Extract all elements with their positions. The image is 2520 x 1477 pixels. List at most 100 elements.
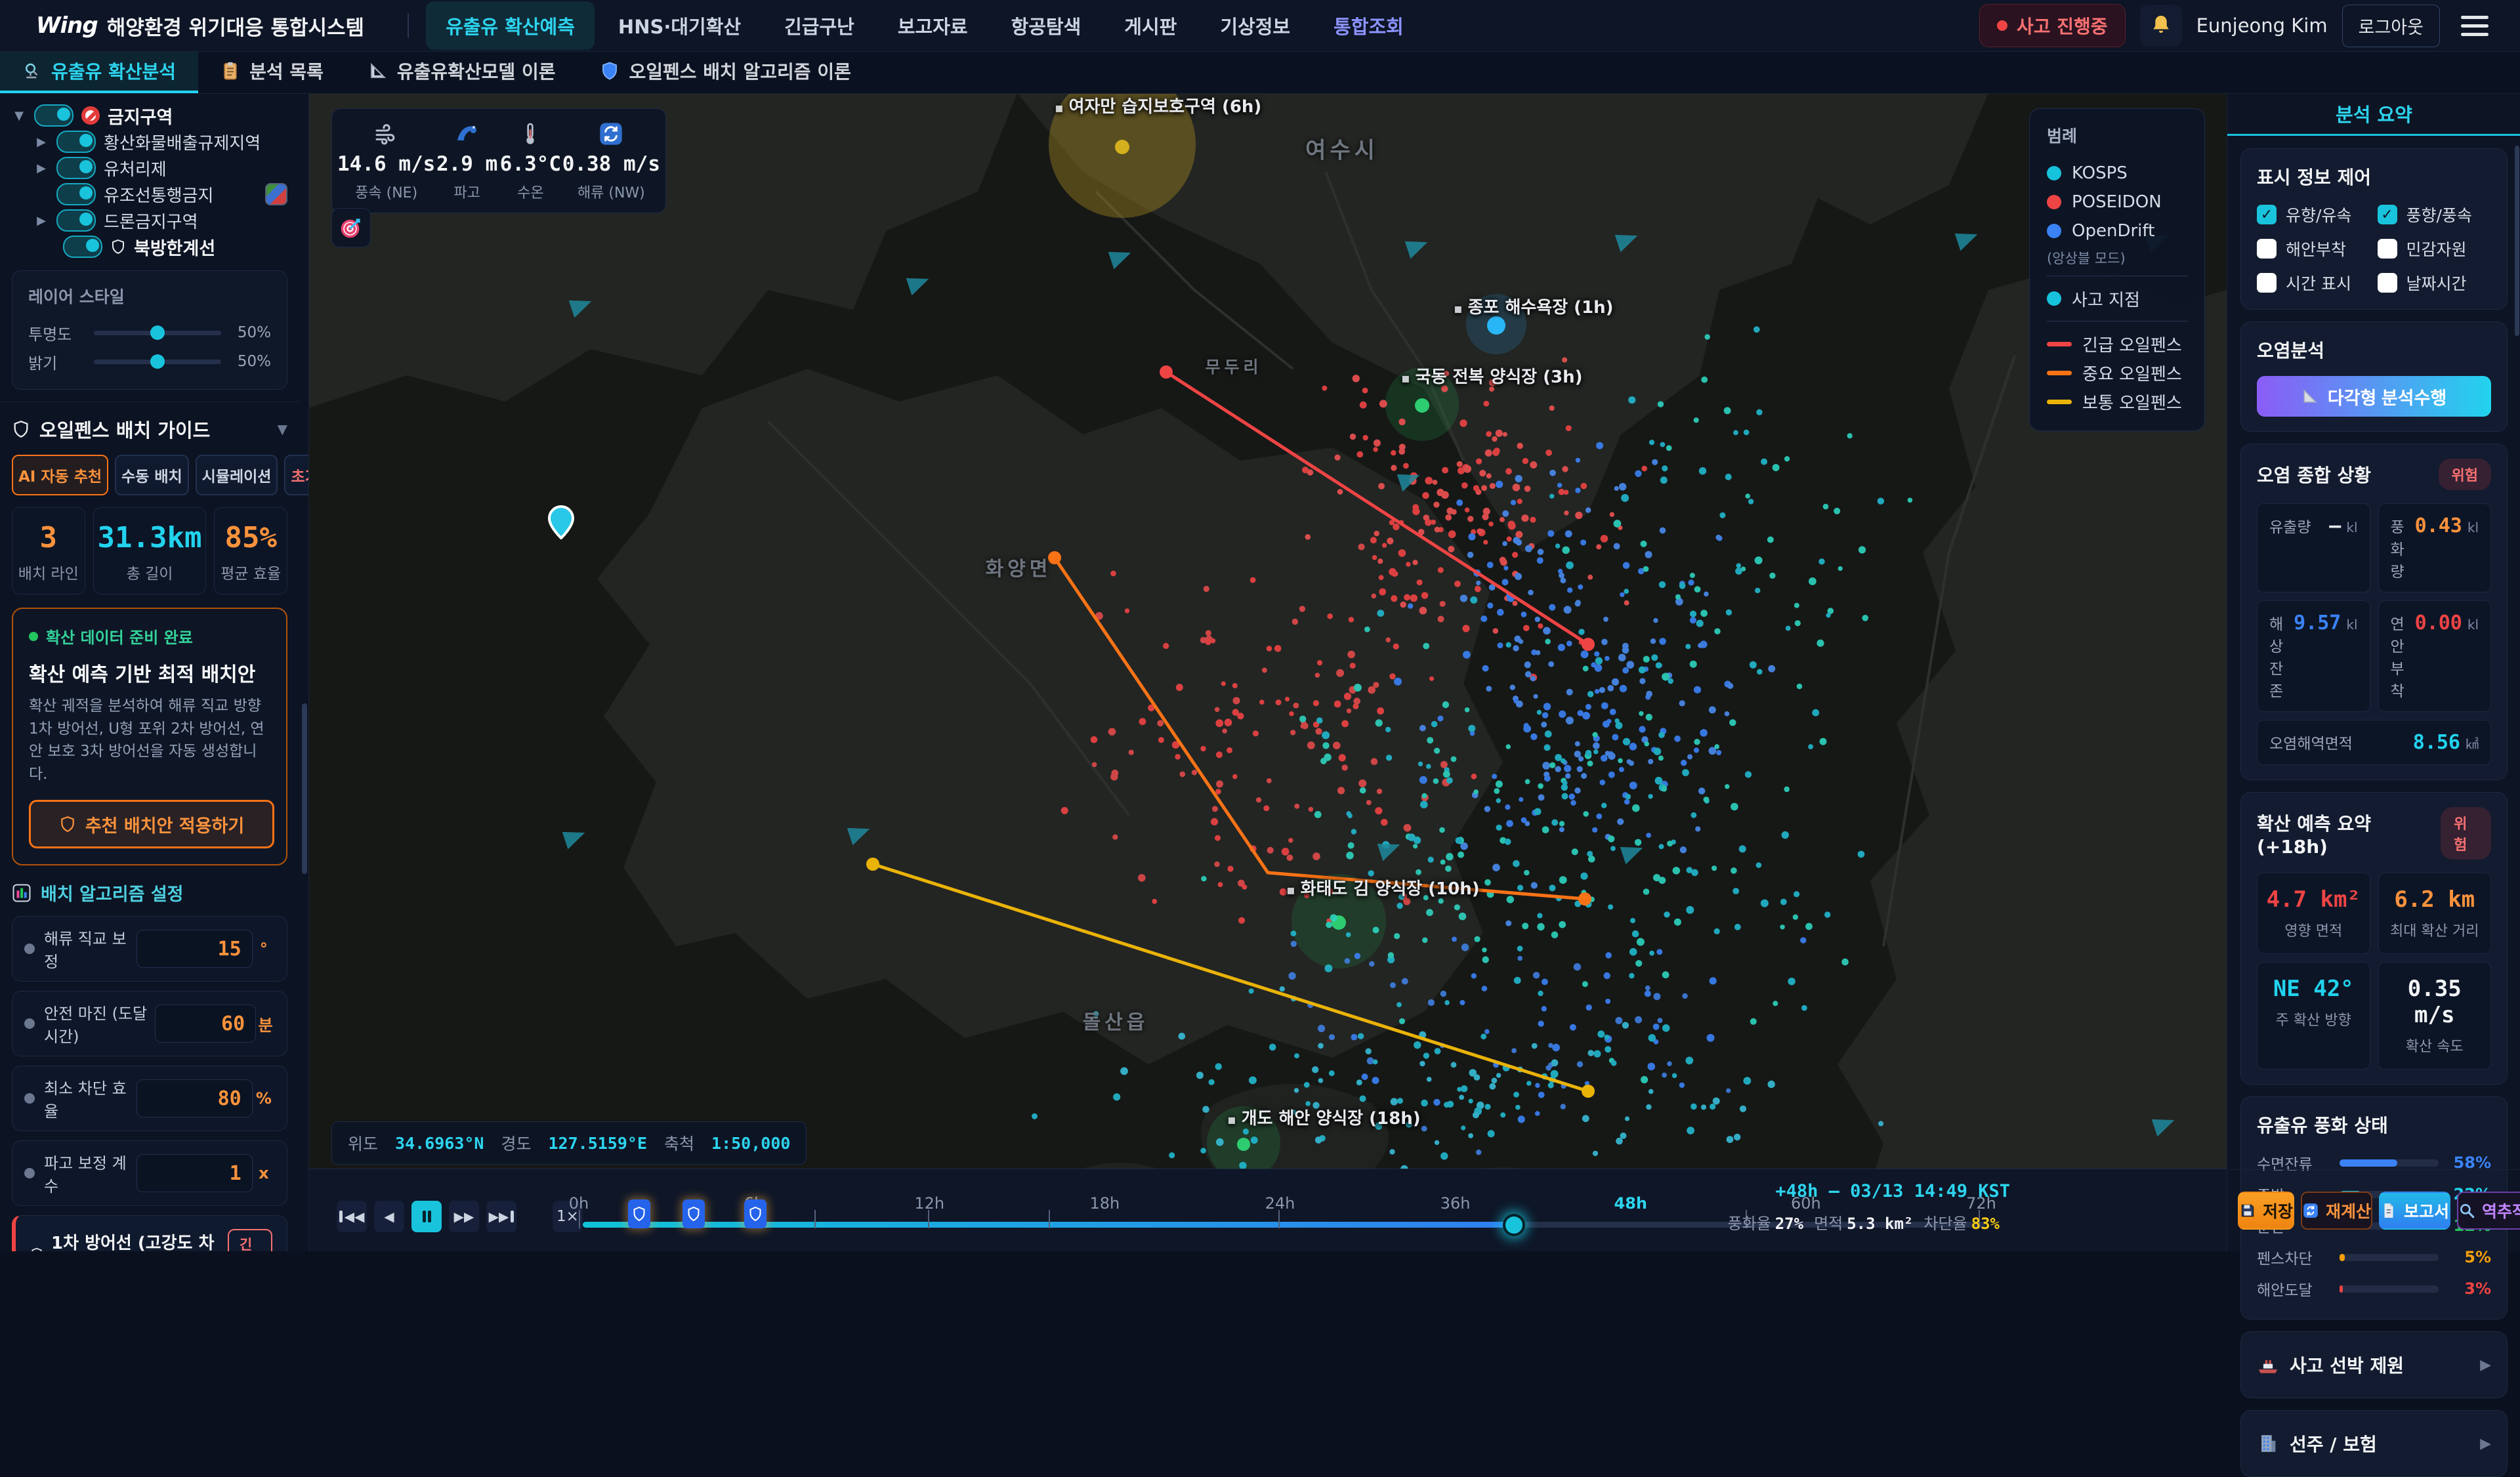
checkbox-날짜시간[interactable]: 날짜시간: [2377, 271, 2492, 295]
timeline-track[interactable]: [583, 1213, 1985, 1236]
stat-value: 0.35 m/s: [2407, 976, 2462, 1028]
tab-유출유 확산분석[interactable]: 유출유 확산분석: [0, 51, 199, 93]
section-선주 / 보험[interactable]: 선주 / 보험 ▶: [2240, 1410, 2508, 1477]
action-역추적[interactable]: 역추적: [2457, 1192, 2520, 1230]
layer-style-swatch-icon[interactable]: [265, 183, 287, 205]
shield-icon: [112, 239, 124, 255]
layer-toggle[interactable]: [56, 157, 96, 179]
slider-밝기[interactable]: [94, 354, 221, 369]
sidebar-scrollbar[interactable]: [302, 703, 307, 874]
thermometer-icon: [499, 119, 562, 148]
defense-card-1[interactable]: 1차 방어선 (고강도 차단형)긴급길이8043m각도303°차단 효율 92%: [12, 1215, 287, 1251]
shield-icon: [633, 1206, 645, 1222]
area-label-무두리: 무두리: [1205, 358, 1263, 377]
timeline-stats: 풍화율 27% 면적 5.3 km² 차단율 83%: [1727, 1215, 2000, 1233]
mode-button-AI 자동 추천[interactable]: AI 자동 추천: [12, 455, 109, 495]
skip-end-button[interactable]: ▶▶: [486, 1201, 516, 1232]
bar-track: [2340, 1253, 2439, 1261]
shield-icon: [688, 1206, 700, 1222]
layer-toggle[interactable]: [56, 209, 96, 232]
timeline-tick: [579, 1210, 580, 1228]
nav-item-HNS·대기확산[interactable]: HNS·대기확산: [618, 16, 742, 38]
tab-유출유확산모델 이론[interactable]: 유출유확산모델 이론: [346, 51, 578, 93]
notifications-button[interactable]: [2139, 5, 2182, 47]
menu-button[interactable]: [2454, 9, 2495, 43]
nav-item-통합조회[interactable]: 통합조회: [1334, 16, 1404, 38]
area-label-돌산읍: 돌산읍: [1082, 1011, 1149, 1034]
checkbox-시간 표시[interactable]: 시간 표시: [2257, 271, 2371, 295]
checkbox-유향/유속[interactable]: ✓ 유향/유속: [2257, 203, 2371, 226]
legend-note: (앙상블 모드): [2047, 251, 2126, 266]
skip-start-button[interactable]: ◀◀: [337, 1201, 367, 1232]
panel-scrollbar[interactable]: [2515, 146, 2519, 336]
fence-event-marker[interactable]: [744, 1199, 767, 1228]
incident-status-badge[interactable]: 사고 진행중: [1979, 4, 2126, 47]
layer-row-황산화물배출규제지역: ▶ 황산화물배출규제지역: [12, 129, 287, 155]
action-저장[interactable]: 저장: [2238, 1192, 2295, 1230]
timeline-hour-72h: 72h: [1966, 1194, 1996, 1213]
mode-button-초기화[interactable]: 초기화: [284, 455, 308, 495]
layer-toggle[interactable]: [56, 131, 96, 153]
step-back-button[interactable]: ◀: [374, 1201, 404, 1232]
nav-item-항공탐색[interactable]: 항공탐색: [1011, 16, 1082, 38]
legend-fence-보통 오일펜스: 보통 오일펜스: [2047, 387, 2187, 416]
algo-input[interactable]: 1: [136, 1154, 253, 1192]
checkbox-icon: [2377, 239, 2397, 259]
legend-dot-icon: [2047, 291, 2061, 306]
fence-guide-header[interactable]: 오일펜스 배치 가이드 ▼: [12, 415, 287, 443]
stat-label: 오염해역면적: [2269, 736, 2353, 753]
checkbox-풍향/풍속[interactable]: ✓ 풍향/풍속: [2377, 203, 2492, 226]
algo-input[interactable]: 80: [136, 1079, 253, 1117]
fast-forward-button[interactable]: ▶▶: [449, 1201, 479, 1232]
no-entry-icon: [81, 106, 100, 125]
mode-button-시뮬레이션[interactable]: 시뮬레이션: [195, 455, 278, 495]
timeline-hour-18h: 18h: [1089, 1194, 1120, 1213]
weather-overlay: 14.6 m/s 풍속 (NE) 2.9 m 파고 6.3°C 수온 0.38 m/s 해류 …: [331, 108, 666, 213]
layer-toggle[interactable]: [34, 104, 74, 127]
algo-unit: %: [255, 1089, 272, 1108]
layer-toggle[interactable]: [63, 236, 102, 258]
resource-marker-icon: ▪: [1401, 370, 1410, 386]
algo-input[interactable]: 15: [136, 930, 253, 968]
algo-input[interactable]: 60: [154, 1005, 257, 1043]
bar-value: 58%: [2453, 1154, 2491, 1172]
section-사고 선박 제원[interactable]: 사고 선박 제원 ▶: [2240, 1331, 2508, 1398]
map-canvas[interactable]: 여수시 화양면 돌산읍 무두리 ▪ 여자만 습지보호구역 (6h) ▪ 종포 해수욕장 (1h…: [308, 93, 2227, 1251]
apply-recommendation-button[interactable]: 추천 배치안 적용하기: [29, 800, 274, 848]
tab-오일펜스 배치 알고리즘 이론[interactable]: 오일펜스 배치 알고리즘 이론: [578, 51, 873, 93]
nav-item-기상정보[interactable]: 기상정보: [1220, 16, 1291, 38]
checkbox-민감자원[interactable]: 민감자원: [2377, 237, 2492, 260]
layer-toggle[interactable]: [56, 183, 96, 205]
chevron-down-icon[interactable]: ▼: [14, 108, 24, 123]
fence-event-marker[interactable]: [682, 1199, 705, 1228]
chevron-right-icon[interactable]: ▶: [37, 135, 46, 149]
timeline-playhead[interactable]: [1502, 1213, 1525, 1236]
pause-button[interactable]: [411, 1201, 442, 1232]
nav-item-긴급구난[interactable]: 긴급구난: [784, 16, 854, 38]
nav-item-보고자료[interactable]: 보고자료: [897, 16, 968, 38]
recenter-button[interactable]: [331, 208, 371, 247]
incident-pin[interactable]: [547, 505, 575, 542]
checkbox-해안부착[interactable]: 해안부착: [2257, 237, 2371, 260]
chevron-right-icon[interactable]: ▶: [37, 161, 46, 175]
timeline-hour-24h: 24h: [1265, 1194, 1295, 1213]
mode-button-수동 배치[interactable]: 수동 배치: [115, 455, 189, 495]
slider-투명도[interactable]: [94, 325, 221, 340]
chevron-right-icon[interactable]: ▶: [37, 213, 46, 228]
stat-unit: kl: [2467, 520, 2479, 535]
tab-분석 목록[interactable]: 분석 목록: [198, 51, 346, 93]
checkbox-icon: [2257, 273, 2277, 293]
weather-label: 파고: [453, 185, 480, 201]
prediction-영향 면적: 4.7 km² 영향 면적: [2257, 873, 2370, 954]
nav-item-게시판[interactable]: 게시판: [1124, 16, 1177, 38]
fence-event-marker[interactable]: [627, 1199, 650, 1228]
action-보고서[interactable]: 보고서: [2379, 1192, 2451, 1230]
nav-item-유출유 확산예측[interactable]: 유출유 확산예측: [426, 1, 595, 50]
chevron-down-icon[interactable]: ▼: [277, 421, 287, 437]
speed-select[interactable]: 1×: [553, 1201, 583, 1232]
polygon-analysis-button[interactable]: 다각형 분석수행: [2257, 376, 2491, 417]
map-graphics: [308, 93, 2227, 1251]
logout-button[interactable]: 로그아웃: [2342, 4, 2440, 47]
action-재계산[interactable]: 재계산: [2301, 1192, 2373, 1230]
action-buttons: 저장 재계산 보고서 역추적: [2227, 1169, 2520, 1251]
